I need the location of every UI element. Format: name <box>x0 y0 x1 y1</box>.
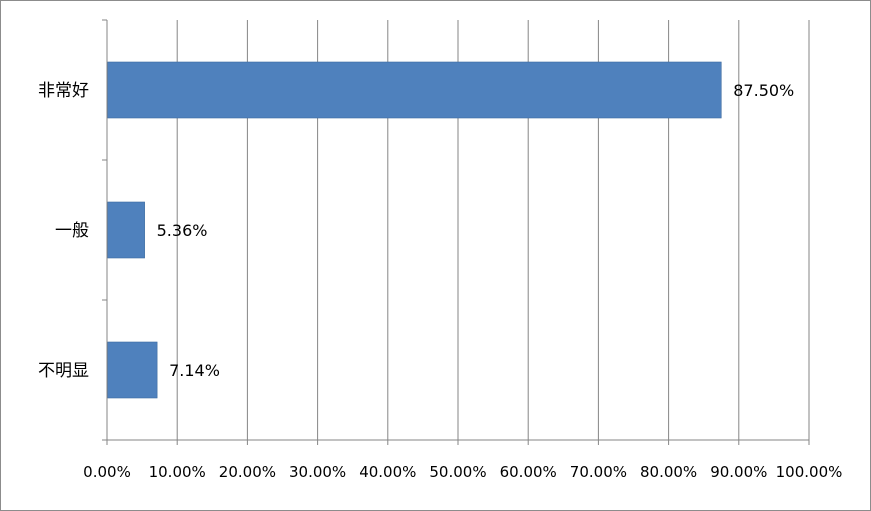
category-label-1: 一般 <box>55 221 89 241</box>
data-label-1: 5.36% <box>157 221 208 240</box>
bar-2 <box>107 341 158 399</box>
category-label-0: 非常好 <box>38 81 89 101</box>
x-tick-label-1: 10.00% <box>149 463 206 481</box>
tick-labels: 0.00% 10.00% 20.00% 30.00% 40.00% 50.00% 60.00… <box>83 463 842 481</box>
x-tick-label-4: 40.00% <box>359 463 416 481</box>
data-label-0: 87.50% <box>733 81 794 100</box>
x-tick-label-7: 70.00% <box>570 463 627 481</box>
x-tick-label-5: 50.00% <box>429 463 486 481</box>
x-tick-label-2: 20.00% <box>219 463 276 481</box>
bars <box>107 61 722 399</box>
bar-0 <box>107 61 722 119</box>
data-labels: 87.50% 5.36% 7.14% <box>157 81 795 380</box>
x-tick-label-8: 80.00% <box>640 463 697 481</box>
data-label-2: 7.14% <box>169 361 220 380</box>
x-tick-label-6: 60.00% <box>500 463 557 481</box>
x-tick-label-9: 90.00% <box>710 463 767 481</box>
x-tick-label-3: 30.00% <box>289 463 346 481</box>
x-tick-label-10: 100.00% <box>776 463 843 481</box>
x-tick-label-0: 0.00% <box>83 463 131 481</box>
axes <box>102 19 810 445</box>
category-label-2: 不明显 <box>38 361 89 381</box>
bar-1 <box>107 201 145 259</box>
